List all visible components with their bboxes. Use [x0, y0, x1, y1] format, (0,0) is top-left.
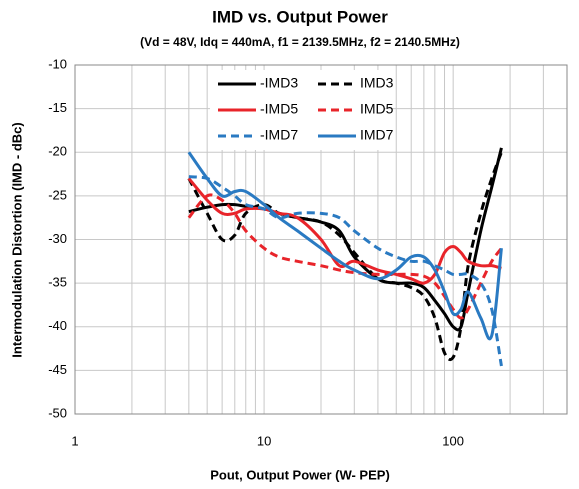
plot-border: [74, 64, 568, 415]
y-tick-label: -50: [48, 405, 67, 420]
y-tick-label: -35: [48, 275, 67, 290]
y-tick-label: -30: [48, 231, 67, 246]
legend-label: IMD5: [360, 101, 394, 117]
y-tick-label: -25: [48, 187, 67, 202]
legend-label: IMD3: [360, 75, 394, 91]
y-tick-label: -20: [48, 144, 67, 159]
legend-label: -IMD3: [260, 75, 298, 91]
y-tick-label: -10: [48, 56, 67, 71]
chart-subtitle: (Vd = 48V, Idq = 440mA, f1 = 2139.5MHz, …: [140, 35, 460, 49]
x-axis-label: Pout, Output Power (W- PEP): [210, 467, 390, 482]
x-tick-label: 10: [257, 433, 271, 448]
chart-title: IMD vs. Output Power: [212, 7, 388, 26]
legend-label: IMD7: [360, 127, 394, 143]
y-axis-label: Intermodulation Distortion (IMD - dBc): [9, 122, 24, 357]
legend-label: -IMD7: [260, 127, 298, 143]
x-tick-label: 100: [442, 433, 464, 448]
x-tick-label: 1: [71, 433, 78, 448]
y-tick-label: -45: [48, 362, 67, 377]
series-line: [187, 193, 503, 320]
y-tick-label: -15: [48, 100, 67, 115]
series-line: [187, 151, 503, 362]
y-tick-label: -40: [48, 318, 67, 333]
series-line: [187, 151, 503, 341]
series-line: [187, 177, 502, 285]
series-line: [188, 175, 503, 367]
legend-label: -IMD5: [260, 101, 298, 117]
